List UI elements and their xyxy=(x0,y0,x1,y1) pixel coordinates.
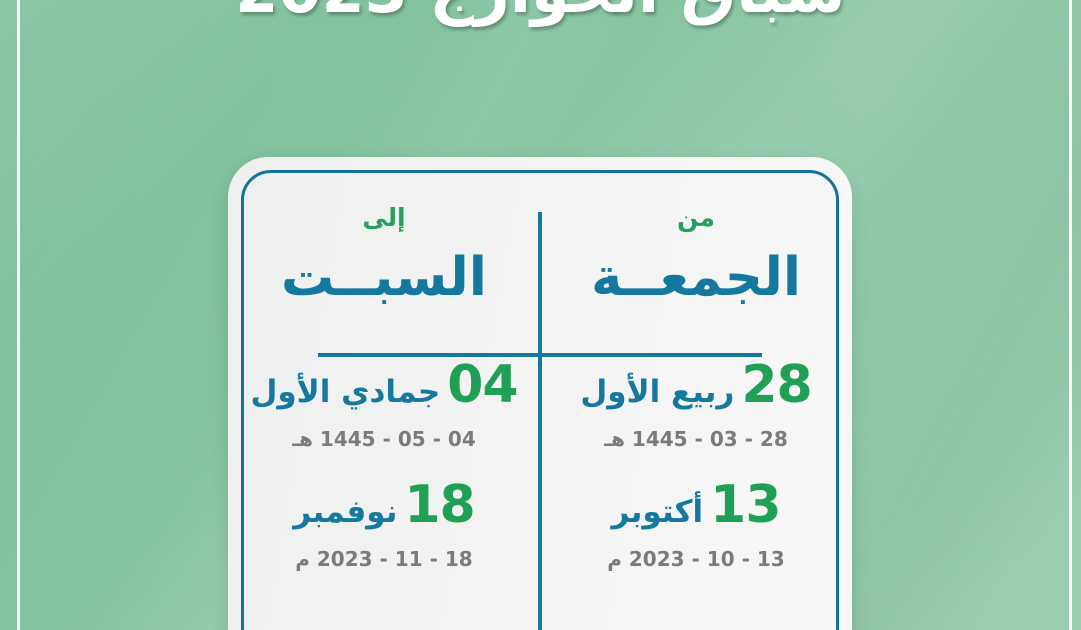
from-day-name: الجمعــة xyxy=(590,247,802,308)
from-column: من الجمعــة 28 ربيع الأول 28 - 03 - 1445… xyxy=(540,157,852,630)
vertical-divider xyxy=(538,212,542,630)
date-range-card: من الجمعــة 28 ربيع الأول 28 - 03 - 1445… xyxy=(228,157,852,630)
left-frame-rule xyxy=(17,0,20,630)
from-hijri-row: 28 ربيع الأول xyxy=(540,359,852,411)
from-gregorian-full-date: 13 - 10 - 2023 م xyxy=(607,546,785,571)
to-gregorian-full-date: 18 - 11 - 2023 م xyxy=(295,546,473,571)
from-kicker-label: من xyxy=(677,203,715,232)
to-day-name: السبــت xyxy=(281,247,488,308)
to-gregorian-day: 18 xyxy=(404,474,475,535)
poster-title: سباق الخوارج 2023 xyxy=(0,0,1081,27)
from-gregorian-month: أكتوبر xyxy=(611,493,704,530)
to-gregorian-month: نوفمبر xyxy=(293,493,398,530)
from-hijri-month: ربيع الأول xyxy=(580,373,735,410)
from-gregorian-day: 13 xyxy=(710,474,781,535)
from-gregorian-row: 13 أكتوبر xyxy=(540,479,852,531)
to-hijri-full-date: 04 - 05 - 1445 هـ xyxy=(292,426,476,451)
to-hijri-day: 04 xyxy=(447,354,518,415)
to-column: إلى السبــت 04 جمادي الأول 04 - 05 - 144… xyxy=(228,157,540,630)
date-columns: من الجمعــة 28 ربيع الأول 28 - 03 - 1445… xyxy=(228,157,852,630)
from-hijri-full-date: 28 - 03 - 1445 هـ xyxy=(604,426,788,451)
right-frame-rule xyxy=(1069,0,1072,630)
from-hijri-day: 28 xyxy=(741,354,812,415)
to-hijri-month: جمادي الأول xyxy=(250,373,441,410)
to-kicker-label: إلى xyxy=(362,203,406,232)
to-hijri-row: 04 جمادي الأول xyxy=(228,359,540,411)
to-gregorian-row: 18 نوفمبر xyxy=(228,479,540,531)
